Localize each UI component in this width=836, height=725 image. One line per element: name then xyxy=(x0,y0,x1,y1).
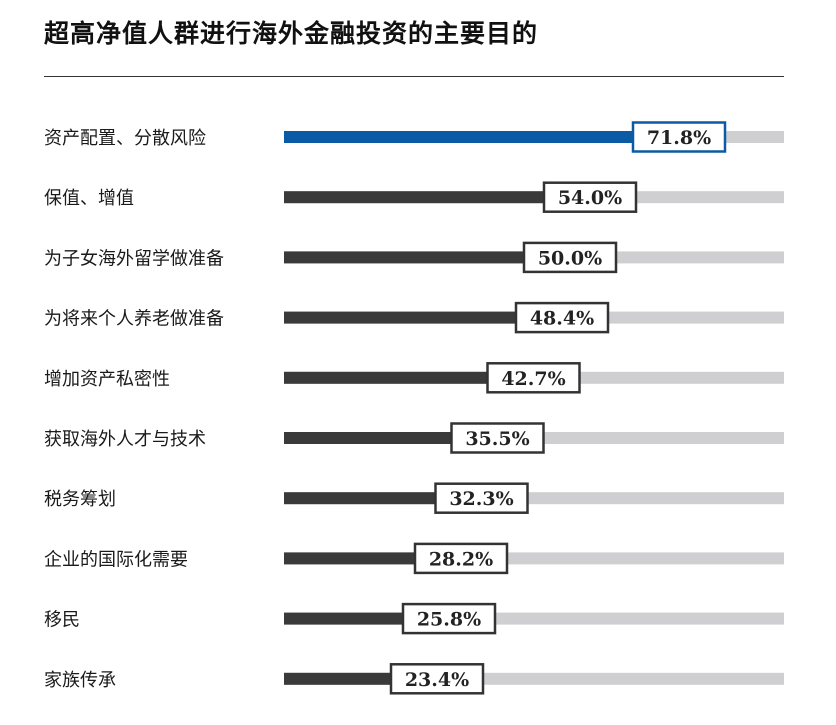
value-label-box xyxy=(389,663,485,695)
category-label: 税务筹划 xyxy=(44,489,116,510)
value-label: 48.4% xyxy=(530,308,594,330)
bar-value xyxy=(284,612,413,625)
bar-value xyxy=(284,251,534,264)
value-label: 42.7% xyxy=(501,368,565,390)
value-label: 54.0% xyxy=(558,187,622,209)
category-label: 获取海外人才与技术 xyxy=(44,429,206,450)
chart-title: 超高净值人群进行海外金融投资的主要目的 xyxy=(44,19,539,48)
category-label: 为子女海外留学做准备 xyxy=(44,248,224,269)
bar-row: 移民 25.8% xyxy=(44,602,784,635)
bar-row: 企业的国际化需要 28.2% xyxy=(44,542,784,575)
bar-row: 税务筹划 32.3% xyxy=(44,482,784,514)
value-label-box xyxy=(522,241,618,274)
value-label-box xyxy=(450,422,545,454)
value-label: 50.0% xyxy=(538,247,602,269)
bar-row: 保值、增值 54.0% xyxy=(44,181,784,213)
value-label-box xyxy=(542,181,638,213)
bar-row: 为子女海外留学做准备 50.0% xyxy=(44,241,784,274)
bar-row: 为将来个人养老做准备 48.4% xyxy=(44,301,784,334)
category-label: 资产配置、分散风险 xyxy=(44,128,206,149)
value-label-box xyxy=(434,482,529,514)
value-label-box xyxy=(631,121,727,153)
bar-value xyxy=(284,191,554,204)
bar-row: 家族传承 23.4% xyxy=(44,663,784,695)
bar-value xyxy=(284,552,425,565)
bar-value xyxy=(284,432,462,444)
bar-value xyxy=(284,672,401,685)
bar-row: 获取海外人才与技术 35.5% xyxy=(44,422,784,454)
category-label: 移民 xyxy=(44,610,80,631)
value-label: 25.8% xyxy=(417,609,481,631)
value-label: 71.8% xyxy=(647,127,711,149)
value-label: 35.5% xyxy=(465,428,529,450)
bar-row: 增加资产私密性 42.7% xyxy=(44,362,784,394)
value-label: 32.3% xyxy=(449,488,513,510)
bar-value xyxy=(284,371,498,384)
bar-value xyxy=(284,311,526,324)
value-label: 23.4% xyxy=(405,669,469,691)
category-label: 保值、增值 xyxy=(44,188,134,209)
bar-row: 资产配置、分散风险 71.8% xyxy=(44,121,784,153)
value-label: 28.2% xyxy=(429,548,493,570)
value-label-box xyxy=(413,542,509,575)
value-label-box xyxy=(514,301,610,334)
bar-value xyxy=(284,492,446,505)
category-label: 企业的国际化需要 xyxy=(44,549,188,570)
category-label: 家族传承 xyxy=(44,670,116,691)
value-label-box xyxy=(401,602,497,635)
value-label-box xyxy=(486,362,581,394)
bar-value xyxy=(284,131,643,143)
category-label: 为将来个人养老做准备 xyxy=(44,309,224,330)
category-label: 增加资产私密性 xyxy=(44,369,170,390)
title-divider xyxy=(44,76,784,77)
